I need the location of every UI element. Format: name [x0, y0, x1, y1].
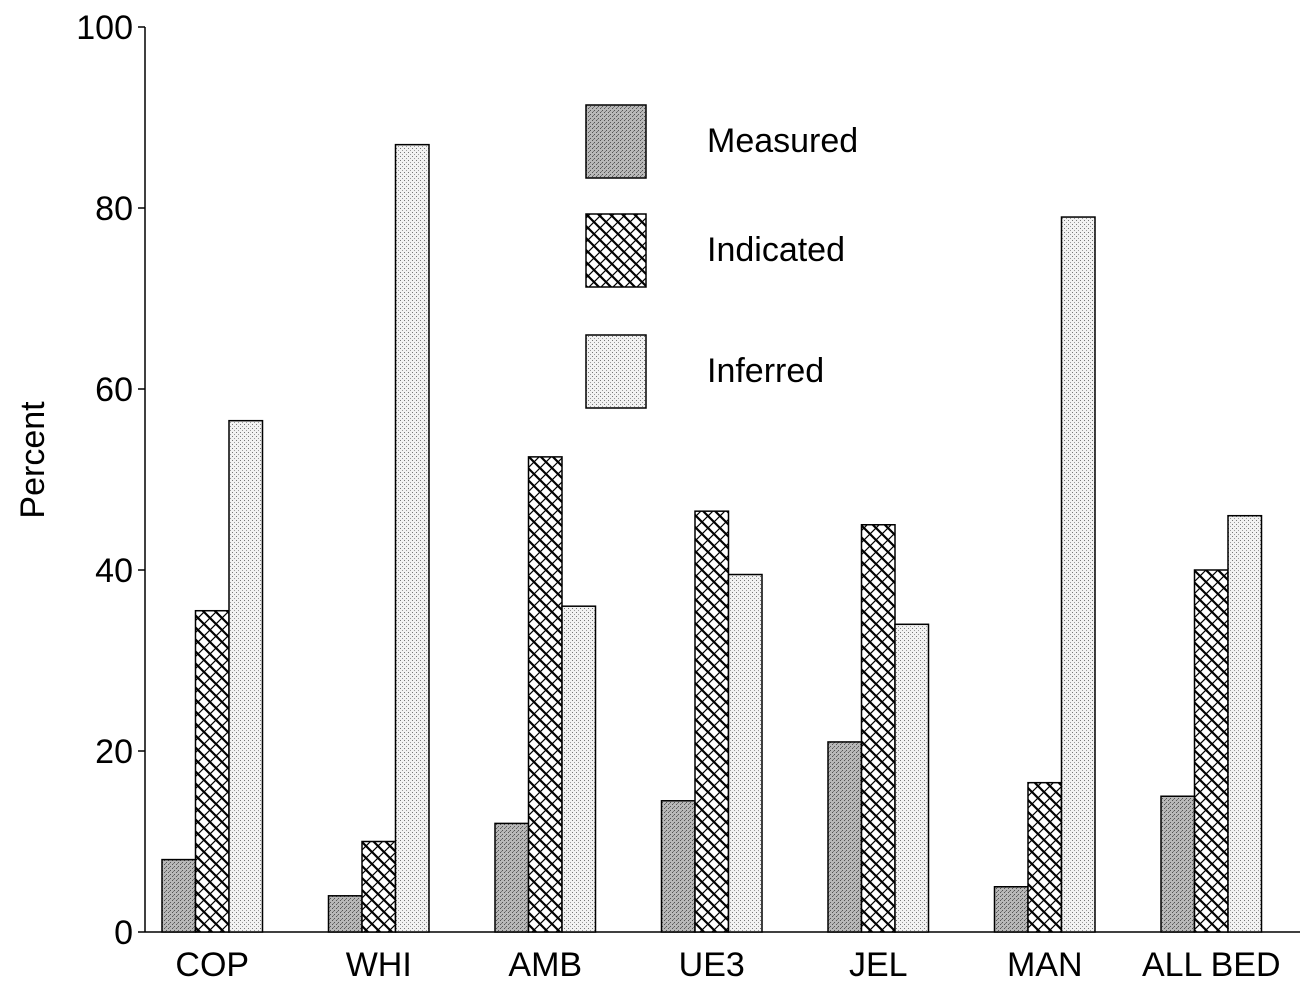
- legend-label-measured: Measured: [707, 122, 858, 160]
- x-category-label: UE3: [679, 946, 745, 984]
- y-tick-label: 80: [95, 190, 133, 228]
- bar-indicated-man: [1027, 781, 1063, 933]
- bar-indicated-whi: [361, 840, 397, 933]
- x-category-label: COP: [175, 946, 249, 984]
- bar-measured-jel: [827, 741, 863, 933]
- bar-measured-cop: [161, 858, 197, 933]
- legend: Measured Indicated Inferred: [585, 104, 858, 409]
- x-category-label: AMB: [508, 946, 582, 984]
- y-ticks-group: 0 20 40 60 80 100: [76, 9, 145, 952]
- x-category-label: MAN: [1007, 946, 1083, 984]
- bars-group: [161, 143, 1263, 933]
- bar-indicated-amb: [527, 456, 563, 933]
- bar-indicated-all-bed: [1193, 569, 1229, 933]
- y-tick-label: 20: [95, 733, 133, 771]
- legend-swatch-measured: [585, 104, 647, 179]
- bar-inferred-ue3: [727, 573, 763, 933]
- y-axis-label: Percent: [14, 401, 52, 519]
- x-labels-group: COP WHI AMB UE3 JEL MAN ALL BED: [175, 946, 1280, 984]
- bar-indicated-ue3: [694, 510, 730, 933]
- bar-inferred-jel: [894, 623, 930, 933]
- x-category-label: WHI: [346, 946, 412, 984]
- bar-inferred-all-bed: [1227, 514, 1263, 933]
- legend-swatch-indicated: [585, 213, 647, 288]
- bar-measured-ue3: [660, 800, 696, 933]
- bar-indicated-cop: [194, 609, 230, 933]
- legend-swatch-inferred: [585, 334, 647, 409]
- bar-measured-whi: [327, 895, 363, 933]
- bar-inferred-amb: [561, 605, 597, 933]
- bar-inferred-whi: [394, 143, 430, 933]
- y-tick-label: 0: [114, 914, 133, 952]
- bar-inferred-man: [1060, 216, 1096, 933]
- bar-indicated-jel: [860, 524, 896, 933]
- x-category-label: ALL BED: [1142, 946, 1281, 984]
- legend-label-indicated: Indicated: [707, 231, 845, 269]
- bar-measured-all-bed: [1160, 795, 1196, 933]
- y-tick-label: 40: [95, 552, 133, 590]
- bar-inferred-cop: [228, 419, 264, 933]
- bar-measured-man: [993, 886, 1029, 933]
- bar-measured-amb: [494, 822, 530, 933]
- y-tick-label: 100: [76, 9, 133, 47]
- legend-label-inferred: Inferred: [707, 352, 824, 390]
- x-category-label: JEL: [849, 946, 908, 984]
- y-tick-label: 60: [95, 371, 133, 409]
